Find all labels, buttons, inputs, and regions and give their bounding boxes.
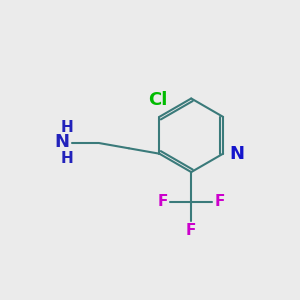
Text: F: F (157, 194, 168, 209)
Text: H: H (61, 120, 73, 135)
Text: N: N (55, 134, 70, 152)
Text: H: H (61, 151, 73, 166)
Text: N: N (229, 145, 244, 163)
Text: F: F (215, 194, 225, 209)
Text: F: F (186, 223, 196, 238)
Text: Cl: Cl (148, 91, 168, 109)
